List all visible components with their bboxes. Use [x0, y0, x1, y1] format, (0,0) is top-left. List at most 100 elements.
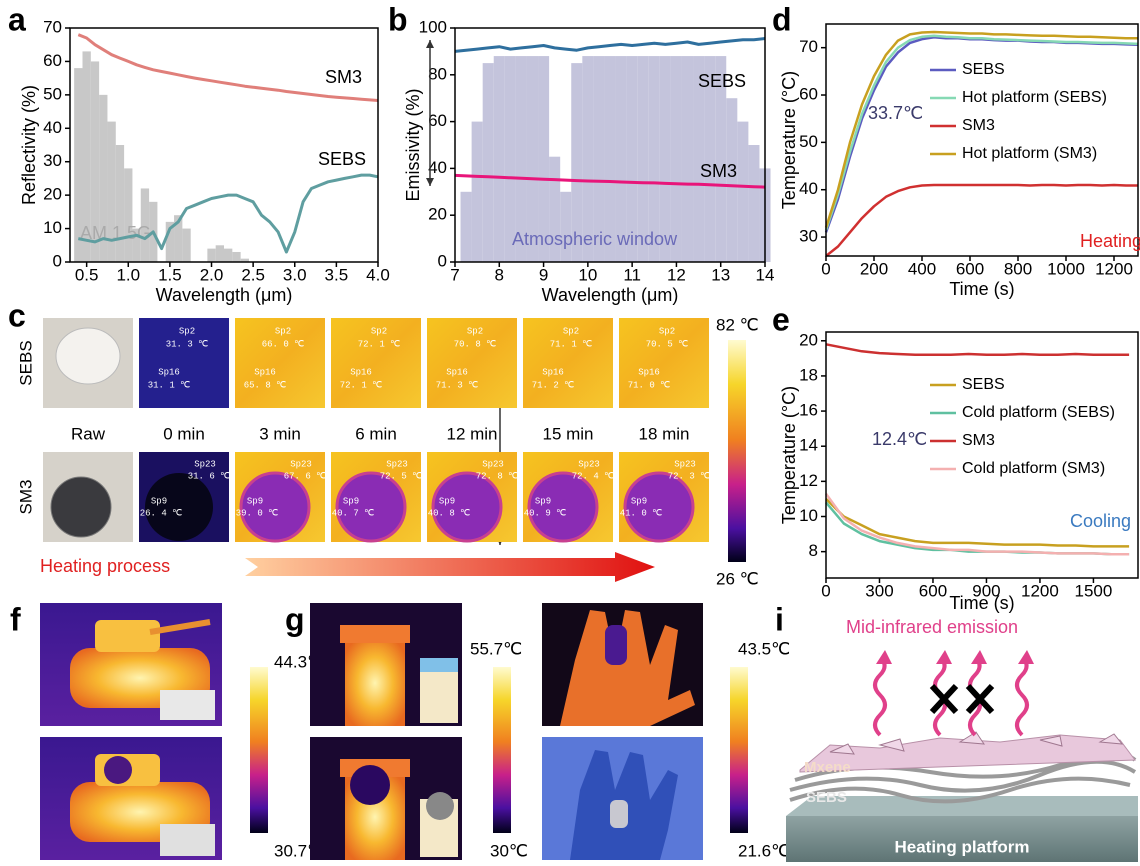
- spot-reading: Sp16: [638, 367, 660, 377]
- legend-label: SEBS: [962, 376, 1005, 393]
- x-tick-label: 14: [756, 265, 775, 284]
- inset-photo: [160, 824, 215, 856]
- spot-reading: Sp23: [194, 459, 216, 469]
- layer-label: Mxene: [804, 759, 851, 776]
- blocked-marks: [932, 686, 992, 712]
- series-line: [455, 39, 765, 52]
- platform-label: Heating platform: [894, 837, 1029, 856]
- thermal-spot: [337, 473, 405, 541]
- x-tick-label: 3.0: [283, 265, 307, 284]
- y-tick-label: 40: [799, 179, 818, 198]
- spot-reading: 72. 5 ℃: [380, 471, 423, 481]
- spot-reading: Sp23: [386, 459, 408, 469]
- y-tick-label: 60: [43, 51, 62, 70]
- panel-letter: c: [8, 297, 26, 333]
- spot-reading: 72. 3 ℃: [668, 471, 711, 481]
- thermal-spot: [241, 473, 309, 541]
- inset-photo: [426, 792, 454, 820]
- annotation: Heating: [1080, 231, 1140, 251]
- spot-reading: 72. 1 ℃: [358, 339, 401, 349]
- x-tick-label: 200: [860, 259, 888, 278]
- spot-reading: Sp16: [254, 367, 276, 377]
- inset-photo: [420, 665, 458, 723]
- y-tick-label: 30: [799, 227, 818, 246]
- plot-frame: [826, 24, 1138, 256]
- column-label: 6 min: [355, 424, 397, 443]
- y-tick-label: 100: [419, 17, 447, 36]
- y-axis-label: Temperature (°C): [779, 71, 799, 209]
- y-tick-label: 50: [799, 132, 818, 151]
- arrow-heads: [876, 650, 1034, 664]
- y-tick-label: 20: [428, 205, 447, 224]
- y-tick-label: 70: [43, 17, 62, 36]
- thermal-spot: [529, 473, 597, 541]
- spot-reading: 72. 1 ℃: [340, 380, 383, 390]
- area-bar: [560, 192, 571, 262]
- colorbar: [730, 667, 748, 833]
- colorbar-max: 43.5℃: [738, 639, 790, 658]
- x-axis-label: Time (s): [949, 279, 1014, 299]
- page: Thermal figure html, body { margin: 0; p…: [0, 0, 1140, 866]
- area-bar: [182, 229, 190, 262]
- spot-reading: Sp2: [179, 326, 195, 336]
- thermal-object: [340, 625, 410, 643]
- area-bar: [494, 56, 505, 262]
- x-tick-label: 300: [865, 581, 893, 600]
- y-tick-label: 16: [799, 401, 818, 420]
- annotation: 33.7℃: [868, 103, 923, 123]
- plot-frame: [826, 332, 1138, 578]
- column-label: 3 min: [259, 424, 301, 443]
- figure: f 44.3℃ 30.7℃ g 55.7℃ 30℃ h 43.5℃ 21.6℃ …: [0, 0, 1140, 866]
- x-tick-label: 600: [919, 581, 947, 600]
- x-tick-label: 0: [821, 581, 830, 600]
- row-label: SM3: [16, 480, 35, 515]
- area-bar: [216, 245, 224, 262]
- spot-reading: 40. 9 ℃: [524, 508, 567, 518]
- panel-letter: b: [388, 1, 408, 37]
- thermal-spot: [104, 756, 132, 784]
- arrow-head: [426, 178, 434, 186]
- y-tick-label: 10: [43, 218, 62, 237]
- series-label: Atmospheric window: [512, 229, 678, 249]
- panel-letter: g: [285, 601, 305, 637]
- panel-letter: d: [772, 1, 792, 37]
- spot-reading: Sp2: [467, 326, 483, 336]
- legend-label: Hot platform (SM3): [962, 145, 1097, 162]
- spot-reading: Sp9: [247, 496, 263, 506]
- legend-label: Cold platform (SEBS): [962, 404, 1115, 421]
- emission-arrows: [875, 659, 1027, 735]
- x-tick-label: 0.5: [75, 265, 99, 284]
- y-tick-label: 0: [438, 251, 447, 270]
- arrow-head: [426, 40, 434, 48]
- series-label: SM3: [700, 161, 737, 181]
- x-axis-label: Wavelength (μm): [542, 285, 679, 305]
- area-bar: [232, 252, 240, 262]
- colorbar: [250, 667, 268, 833]
- legend-label: Hot platform (SEBS): [962, 89, 1107, 106]
- x-tick-label: 8: [495, 265, 504, 284]
- colorbar-min: 21.6℃: [738, 841, 790, 860]
- y-tick-label: 20: [43, 185, 62, 204]
- colorbar: [728, 340, 746, 562]
- spot-reading: Sp16: [446, 367, 468, 377]
- layer-label: SEBS: [806, 789, 847, 806]
- spot-reading: Sp2: [563, 326, 579, 336]
- x-tick-label: 0: [821, 259, 830, 278]
- spot-reading: 72. 8 ℃: [476, 471, 519, 481]
- y-tick-label: 14: [799, 436, 818, 455]
- panel-letter: a: [8, 1, 26, 37]
- area-bar: [748, 145, 759, 262]
- y-tick-label: 8: [809, 541, 818, 560]
- thermal-spot: [605, 625, 627, 665]
- y-tick-label: 12: [799, 471, 818, 490]
- spot-reading: Sp2: [371, 326, 387, 336]
- ring: [610, 800, 628, 828]
- colorbar-min: 30℃: [490, 841, 528, 860]
- area-bar: [124, 168, 132, 262]
- thermal-spot: [145, 473, 213, 541]
- thermal-object: [345, 640, 405, 726]
- y-axis-label: Emissivity (%): [403, 89, 423, 202]
- spot-reading: 72. 4 ℃: [572, 471, 615, 481]
- x-tick-label: 1.5: [158, 265, 182, 284]
- legend-label: SM3: [962, 432, 995, 449]
